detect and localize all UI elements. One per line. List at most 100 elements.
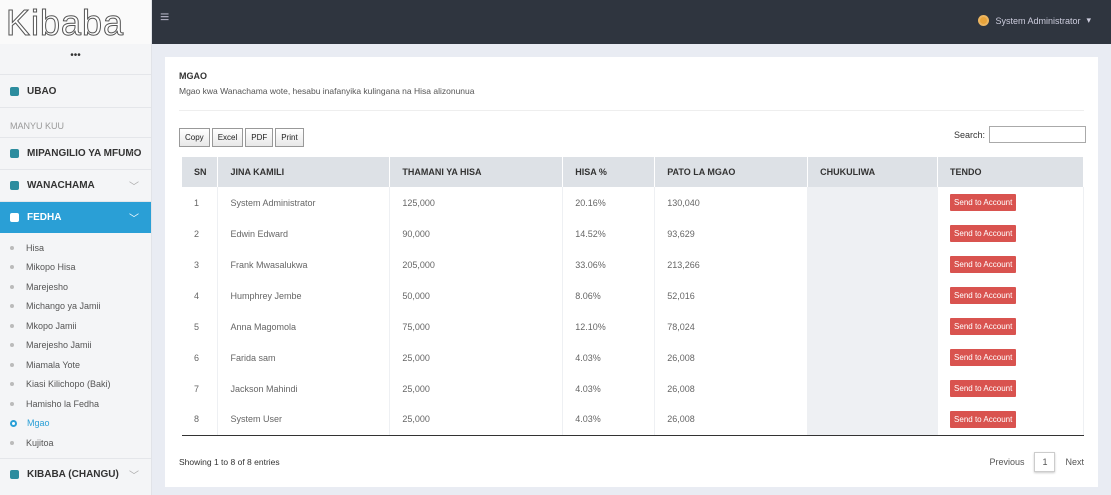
submenu-item[interactable]: Marejesho — [0, 277, 151, 297]
info: Showing 1 to 8 of 8 entries — [179, 457, 280, 467]
pager-item[interactable]: Previous — [989, 457, 1025, 467]
dots: ••• — [70, 50, 81, 61]
table-cell: System Administrator — [217, 187, 391, 218]
column-header[interactable]: SN — [182, 157, 219, 187]
brand: Kibaba — [0, 0, 151, 44]
table-body: 1 System Administrator 125,000 20.16% 130,04… — [182, 187, 1084, 436]
bullet — [10, 362, 14, 367]
export-button[interactable]: PDF — [245, 128, 274, 147]
bullet — [10, 284, 14, 289]
table-row: 5 Anna Magomola 75,000 12.10% 78,024 Send to … — [182, 311, 1084, 342]
table-cell: 25,000 — [389, 342, 564, 373]
table-cell: Send to Account — [937, 280, 1084, 311]
pager-item[interactable]: 1 — [1034, 452, 1056, 472]
search: Search: — [954, 126, 1086, 143]
table-row: 6 Farida sam 25,000 4.03% 26,008 Send to Acco… — [182, 342, 1084, 373]
table-cell: 125,000 — [389, 187, 564, 218]
table-cell: 4 — [182, 280, 219, 311]
submenu-item[interactable]: Hamisho la Fedha — [0, 394, 151, 414]
label: Mgao — [27, 418, 50, 429]
table-cell: 213,266 — [654, 249, 809, 280]
menu-item[interactable]: KIBABA (CHANGU) ﹀ — [0, 457, 151, 490]
table-cell: 14.52% — [562, 218, 656, 249]
label: Hamisho la Fedha — [26, 398, 100, 409]
label: Mkopo Jamii — [26, 320, 77, 331]
table-cell: 1 — [182, 187, 219, 218]
submenu-item[interactable]: Mkopo Jamii — [0, 316, 151, 336]
label: Hisa — [26, 242, 45, 253]
table-cell: Send to Account — [937, 187, 1084, 218]
column-header[interactable]: JINA KAMILI — [217, 157, 391, 187]
table-cell: 25,000 — [389, 373, 564, 404]
column-header[interactable]: HISA % — [562, 157, 656, 187]
send-button[interactable]: Send to Account — [950, 194, 1017, 211]
label: Marejesho Jamii — [26, 340, 92, 351]
submenu-item[interactable]: Marejesho Jamii — [0, 336, 151, 356]
send-button[interactable]: Send to Account — [950, 256, 1017, 273]
send-button[interactable]: Send to Account — [950, 380, 1017, 397]
table-cell — [807, 373, 939, 404]
column-header[interactable]: PATO LA MGAO — [654, 157, 809, 187]
panel-subtitle: Mgao kwa Wanachama wote, hesabu inafanyi… — [179, 86, 475, 96]
chevron: ﹀ — [129, 470, 139, 482]
topbar: ≡ System Administrator ▾ — [152, 0, 1111, 44]
label: MIPANGILIO YA MFUMO — [27, 148, 142, 159]
hamburger[interactable]: ≡ — [160, 9, 170, 26]
sidebar: Kibaba ••• UBAO MANYU KUU MIPANGILIO YA … — [0, 0, 152, 495]
submenu-item[interactable]: Michango ya Jamii — [0, 297, 151, 317]
table-cell: Jackson Mahindi — [217, 373, 391, 404]
user-menu[interactable]: System Administrator ▾ — [978, 15, 1091, 26]
table-cell: Send to Account — [937, 342, 1084, 373]
menu-item[interactable]: FEDHA ﹀ — [0, 201, 151, 233]
icon — [10, 86, 19, 96]
table-cell: 8.06% — [562, 280, 656, 311]
send-button[interactable]: Send to Account — [950, 225, 1017, 242]
send-button[interactable]: Send to Account — [950, 287, 1017, 304]
send-button[interactable]: Send to Account — [950, 318, 1017, 335]
send-button[interactable]: Send to Account — [950, 349, 1017, 366]
submenu-item[interactable]: Kujitoa — [0, 433, 151, 453]
column-header[interactable]: TENDO — [937, 157, 1084, 187]
export-button[interactable]: Print — [275, 128, 304, 147]
table-cell: 6 — [182, 342, 219, 373]
submenu-item[interactable]: Kiasi Kilichopo (Baki) — [0, 375, 151, 395]
export-button[interactable]: Excel — [211, 128, 244, 147]
pager-item[interactable]: Next — [1065, 457, 1084, 467]
icon — [10, 149, 19, 158]
divider — [179, 110, 1084, 111]
table-cell: 26,008 — [654, 373, 809, 404]
submenu-item[interactable]: Miamala Yote — [0, 355, 151, 375]
bullet — [10, 323, 14, 328]
menu-item[interactable]: MIPANGILIO YA MFUMO ﹀ — [0, 137, 151, 169]
section-label: MANYU KUU — [0, 107, 151, 137]
label: Marejesho — [26, 281, 69, 292]
table-cell: 7 — [182, 373, 219, 404]
table-cell: Edwin Edward — [217, 218, 391, 249]
send-button[interactable]: Send to Account — [950, 410, 1017, 428]
table-cell — [807, 311, 939, 342]
table-cell: Send to Account — [937, 373, 1084, 404]
table-cell: Farida sam — [217, 342, 391, 373]
table-cell: System User — [217, 404, 391, 436]
table-cell: Anna Magomola — [217, 311, 391, 342]
table: SN JINA KAMILI THAMANI YA HISA HISA % PATO L… — [182, 157, 1084, 436]
submenu-item[interactable]: Hisa — [0, 238, 151, 258]
export-button[interactable]: Copy — [179, 128, 210, 147]
table-cell: 33.06% — [562, 249, 656, 280]
search-input[interactable] — [989, 126, 1086, 143]
table-row: 7 Jackson Mahindi 25,000 4.03% 26,008 Send to… — [182, 373, 1084, 404]
label: UBAO — [27, 85, 57, 97]
table-cell: 3 — [182, 249, 219, 280]
menu-item[interactable]: UBAO — [0, 74, 151, 107]
bullet — [10, 382, 14, 387]
column-header[interactable]: CHUKULIWA — [807, 157, 939, 187]
column-header[interactable]: THAMANI YA HISA — [389, 157, 564, 187]
bullet — [10, 401, 14, 406]
search-label: Search: — [953, 129, 985, 140]
menu-item[interactable]: WANACHAMA ﹀ — [0, 169, 151, 201]
submenu-item[interactable]: Mgao — [0, 414, 151, 434]
label: FEDHA — [27, 212, 62, 223]
table-cell: 25,000 — [389, 404, 564, 436]
submenu-item[interactable]: Mikopo Hisa — [0, 258, 151, 278]
